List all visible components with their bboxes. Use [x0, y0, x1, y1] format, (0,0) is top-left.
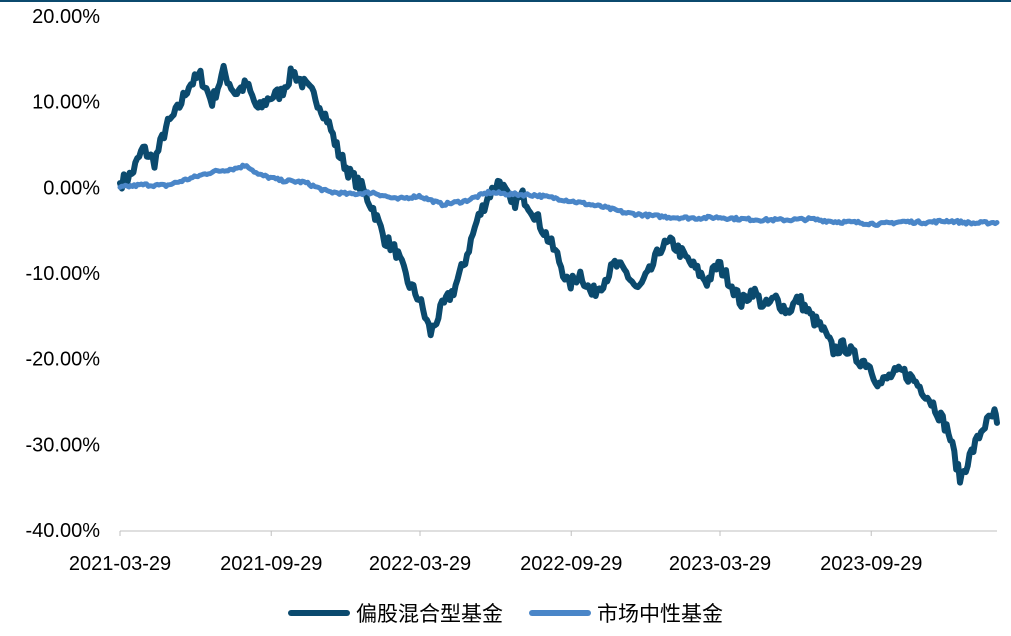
legend-item-market-neutral: 市场中性基金 [529, 598, 723, 628]
x-tick-label: 2021-09-29 [220, 553, 322, 575]
legend-swatch-market-neutral [529, 610, 591, 616]
y-tick-label: 10.00% [32, 92, 100, 114]
x-tick-label: 2023-03-29 [669, 553, 771, 575]
x-tick-label: 2022-03-29 [369, 553, 471, 575]
legend-item-equity-hybrid: 偏股混合型基金 [288, 598, 503, 628]
y-tick-label: -40.00% [26, 520, 101, 542]
y-tick-label: -30.00% [26, 434, 101, 456]
y-tick-label: -10.00% [26, 263, 101, 285]
legend-label-market-neutral: 市场中性基金 [597, 602, 723, 626]
legend-label-equity-hybrid: 偏股混合型基金 [356, 602, 503, 626]
legend: 偏股混合型基金 市场中性基金 [0, 596, 1011, 630]
y-axis-tick-labels: 20.00% 10.00% 0.00% -10.00% -20.00% -30.00% -4… [26, 6, 101, 542]
x-axis: 2021-03-29 2021-09-29 2022-03-29 2022-09-29… [69, 530, 997, 575]
series-lines [117, 62, 1000, 486]
series-line-1 [117, 162, 1000, 228]
y-tick-label: -20.00% [26, 349, 101, 371]
x-tick-label: 2022-09-29 [520, 553, 622, 575]
x-tick-label: 2021-03-29 [69, 553, 171, 575]
y-tick-label: 20.00% [32, 6, 100, 28]
line-chart: 20.00% 10.00% 0.00% -10.00% -20.00% -30.00% -4… [0, 0, 1011, 575]
y-tick-label: 0.00% [43, 177, 100, 199]
legend-swatch-equity-hybrid [288, 610, 350, 616]
x-tick-label: 2023-09-29 [820, 553, 922, 575]
series-line-0 [117, 62, 1000, 486]
